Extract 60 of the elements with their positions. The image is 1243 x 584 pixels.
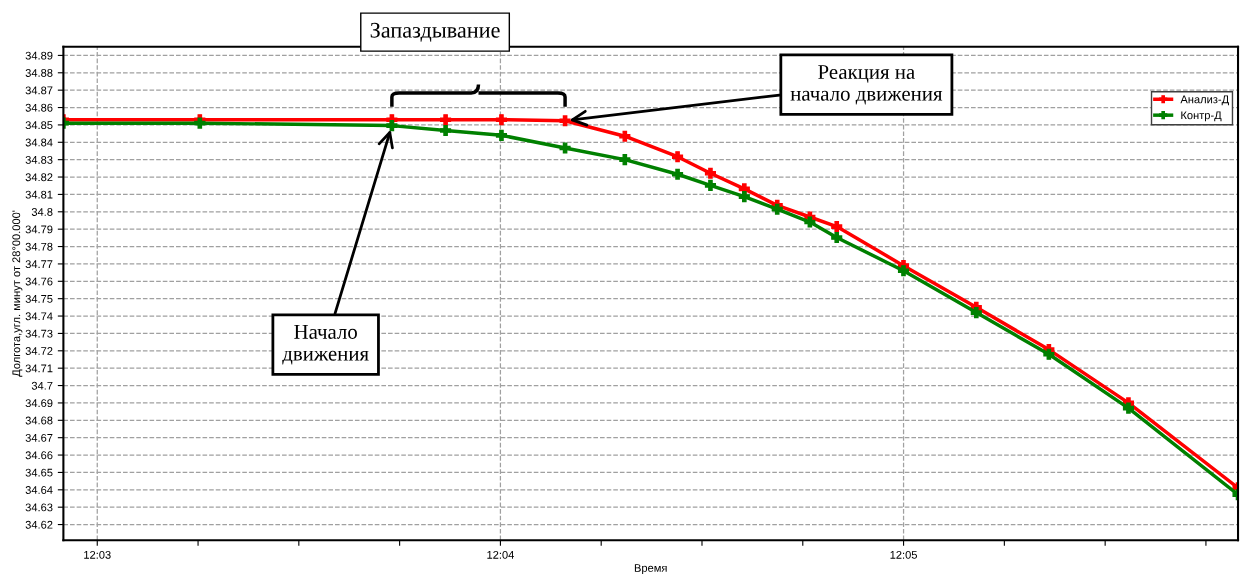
point <box>738 191 750 203</box>
x-tick-label: 12:05 <box>890 550 917 559</box>
y-tick-label: 34.78 <box>25 242 53 251</box>
point <box>897 265 910 277</box>
y-tick-label: 34.8 <box>31 208 53 216</box>
point <box>831 221 843 233</box>
y-tick-label: 34.82 <box>25 173 53 182</box>
y-tick-label: 34.88 <box>25 69 53 77</box>
annotation: Начало движения <box>282 325 369 365</box>
y-tick-label: 34.62 <box>25 520 53 529</box>
y-tick-label: 34.73 <box>25 329 53 338</box>
point <box>559 115 571 127</box>
point <box>440 124 452 137</box>
y-tick-label: 34.67 <box>25 433 53 442</box>
y-tick-label: 34.72 <box>25 347 53 355</box>
legend-label: Анализ-Д <box>1180 95 1229 106</box>
point <box>704 167 717 179</box>
x-axis-title: Время <box>634 564 667 575</box>
y-tick-label: 34.79 <box>25 225 53 234</box>
point <box>495 114 508 126</box>
y-tick-label: 34.75 <box>25 294 53 303</box>
y-tick-label: 34.86 <box>25 103 53 112</box>
point <box>386 120 398 132</box>
point <box>804 216 816 228</box>
point <box>704 179 717 191</box>
point <box>495 129 508 141</box>
y-tick-label: 34.83 <box>25 155 53 164</box>
y-tick-label: 34.63 <box>25 503 53 512</box>
y-tick-label: 34.74 <box>25 312 53 321</box>
point <box>831 231 843 244</box>
x-tick-label: 12:04 <box>487 550 514 559</box>
y-tick-label: 34.87 <box>25 86 53 95</box>
legend-label: Контр-Д <box>1181 111 1222 122</box>
text: Запаздывание <box>370 22 500 42</box>
point <box>619 154 631 166</box>
y-axis-title: Долгота,угл. минут от 28°00.000' <box>12 210 23 377</box>
annotation: Реакция на начало движения <box>790 65 943 105</box>
point <box>970 307 982 319</box>
y-tick-label: 34.7 <box>31 381 53 390</box>
y-tick-label: 34.66 <box>25 451 53 460</box>
y-tick-label: 34.77 <box>25 260 53 269</box>
y-tick-label: 34.69 <box>25 399 53 408</box>
x-tick-label: 12:03 <box>84 550 111 559</box>
y-tick-label: 34.65 <box>25 468 53 477</box>
point <box>1122 402 1135 414</box>
y-tick-label: 34.89 <box>25 51 53 60</box>
point <box>1043 348 1055 360</box>
point <box>672 151 684 163</box>
point <box>440 114 452 126</box>
point <box>672 168 684 180</box>
y-tick-label: 34.85 <box>25 121 53 130</box>
y-tick-label: 34.71 <box>25 364 53 373</box>
y-tick-label: 34.84 <box>25 138 53 147</box>
y-tick-label: 34.76 <box>25 277 53 286</box>
y-tick-label: 34.81 <box>25 190 53 199</box>
point <box>619 130 631 142</box>
y-tick-label: 34.64 <box>25 486 53 494</box>
point <box>559 142 571 154</box>
point <box>771 203 783 215</box>
y-tick-label: 34.68 <box>25 416 53 425</box>
